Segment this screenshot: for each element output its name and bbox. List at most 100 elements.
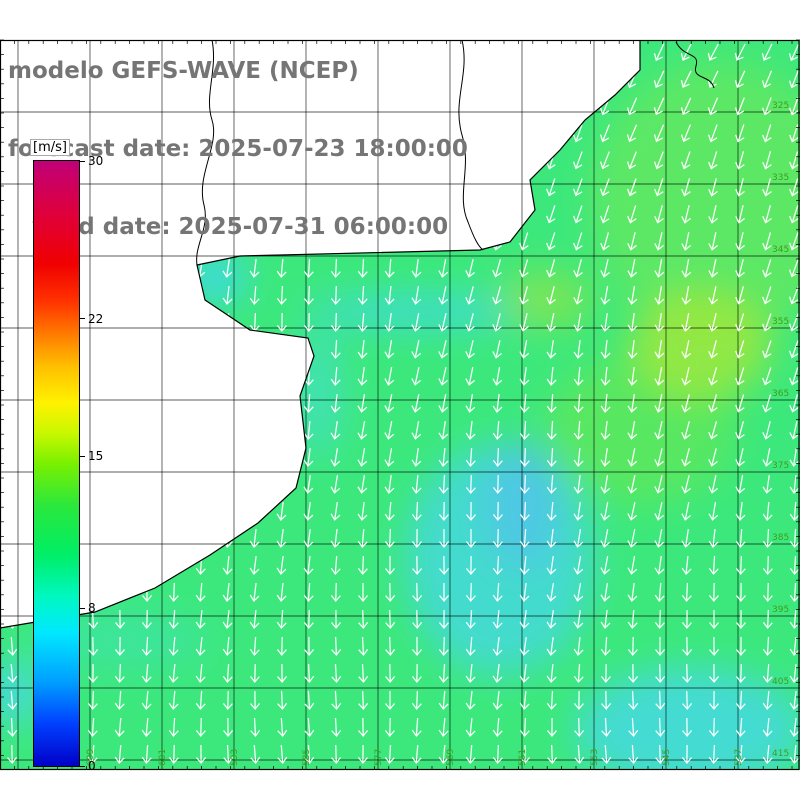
direction-arrow-icon [600, 448, 611, 467]
direction-arrow-icon [519, 420, 530, 441]
direction-arrow-icon [708, 502, 719, 521]
colorbar-tick-dash [80, 160, 85, 162]
direction-arrow-icon [735, 501, 746, 521]
direction-arrow-icon [492, 124, 503, 143]
direction-arrow-icon [303, 582, 314, 602]
direction-arrow-icon [546, 717, 557, 738]
direction-arrow-icon [492, 367, 503, 386]
direction-arrow-icon [735, 286, 745, 305]
direction-arrow-icon [330, 528, 341, 548]
direction-arrow-icon [627, 394, 638, 413]
direction-arrow-icon [762, 717, 773, 737]
direction-arrow-icon [223, 393, 234, 414]
direction-arrow-icon [304, 636, 315, 657]
direction-arrow-icon [465, 394, 476, 413]
direction-arrow-icon [384, 448, 395, 467]
direction-arrow-icon [600, 232, 610, 251]
direction-arrow-icon [331, 609, 342, 630]
direction-arrow-icon [331, 690, 342, 711]
direction-arrow-icon [438, 690, 449, 710]
direction-arrow-icon [546, 259, 556, 278]
direction-arrow-icon [573, 339, 584, 359]
direction-arrow-icon [653, 97, 665, 116]
direction-arrow-icon [519, 582, 530, 602]
direction-arrow-icon [330, 393, 341, 413]
direction-arrow-icon [573, 259, 583, 278]
direction-arrow-icon [141, 717, 152, 737]
coastline [0, 39, 715, 629]
direction-arrow-icon [573, 447, 584, 467]
direction-arrow-icon [142, 555, 153, 576]
direction-arrow-icon [6, 447, 17, 467]
direction-arrow-icon [762, 178, 772, 197]
direction-arrow-icon [384, 528, 395, 549]
direction-arrow-icon [195, 339, 206, 360]
direction-arrow-icon [384, 421, 395, 440]
direction-arrow-icon [600, 312, 611, 332]
direction-arrow-icon [708, 555, 719, 576]
direction-arrow-icon [709, 636, 720, 657]
direction-arrow-icon [249, 636, 260, 657]
direction-arrow-icon [708, 367, 718, 386]
direction-arrow-icon [195, 528, 206, 549]
direction-arrow-icon [681, 555, 692, 575]
direction-arrow-icon [411, 421, 422, 440]
direction-arrow-icon [141, 663, 152, 683]
direction-arrow-icon [438, 474, 449, 495]
direction-arrow-icon [276, 339, 287, 360]
direction-arrow-icon [734, 97, 745, 116]
direction-arrow-icon [601, 744, 612, 764]
direction-arrow-icon [115, 609, 126, 630]
direction-arrow-icon [357, 448, 368, 467]
direction-arrow-icon [600, 475, 611, 494]
direction-arrow-icon [681, 744, 692, 765]
direction-arrow-icon [492, 447, 503, 468]
direction-arrow-icon [600, 43, 610, 62]
direction-arrow-icon [682, 663, 693, 684]
direction-arrow-icon [195, 582, 206, 602]
direction-arrow-icon [573, 610, 584, 629]
direction-arrow-icon [572, 151, 583, 170]
direction-arrow-icon [196, 420, 207, 441]
direction-arrow-icon [708, 151, 718, 170]
direction-arrow-icon [708, 178, 718, 197]
direction-arrow-icon [303, 285, 314, 306]
direction-arrow-icon [627, 636, 638, 657]
direction-arrow-icon [6, 420, 17, 441]
direction-arrow-icon [115, 474, 126, 495]
direction-arrow-icon [249, 663, 260, 684]
direction-arrow-icon [115, 501, 126, 522]
direction-arrow-icon [411, 744, 422, 764]
direction-arrow-icon [762, 232, 772, 251]
lagoon-outline [675, 41, 715, 89]
river-border-line [196, 39, 215, 266]
direction-arrow-icon [789, 609, 800, 629]
direction-arrow-icon [626, 124, 638, 143]
direction-arrow-icon [492, 555, 503, 576]
direction-arrow-icon [762, 367, 772, 386]
direction-arrow-icon [249, 609, 260, 629]
direction-arrow-icon [168, 609, 179, 629]
direction-arrow-icon [735, 340, 745, 359]
direction-arrow-icon [572, 124, 583, 143]
direction-arrow-icon [600, 502, 611, 521]
direction-arrow-icon [195, 312, 206, 332]
direction-arrow-icon [519, 690, 530, 710]
direction-arrow-icon [276, 636, 287, 657]
direction-arrow-icon [519, 636, 530, 656]
direction-arrow-icon [249, 474, 260, 495]
direction-arrow-icon [492, 178, 503, 197]
direction-arrow-icon [384, 285, 395, 305]
right-axis-tick-label: 335 [772, 173, 789, 183]
direction-arrow-icon [600, 420, 611, 440]
direction-arrow-icon [735, 232, 745, 251]
direction-arrow-icon [385, 636, 396, 657]
right-axis-tick-label: 385 [772, 533, 789, 543]
direction-arrow-icon [385, 582, 396, 603]
direction-arrow-icon [519, 609, 530, 629]
direction-arrow-icon [653, 124, 665, 143]
direction-arrow-icon [222, 555, 233, 575]
direction-arrow-icon [735, 609, 746, 630]
direction-arrow-icon [708, 394, 718, 413]
direction-arrow-icon [734, 70, 746, 89]
